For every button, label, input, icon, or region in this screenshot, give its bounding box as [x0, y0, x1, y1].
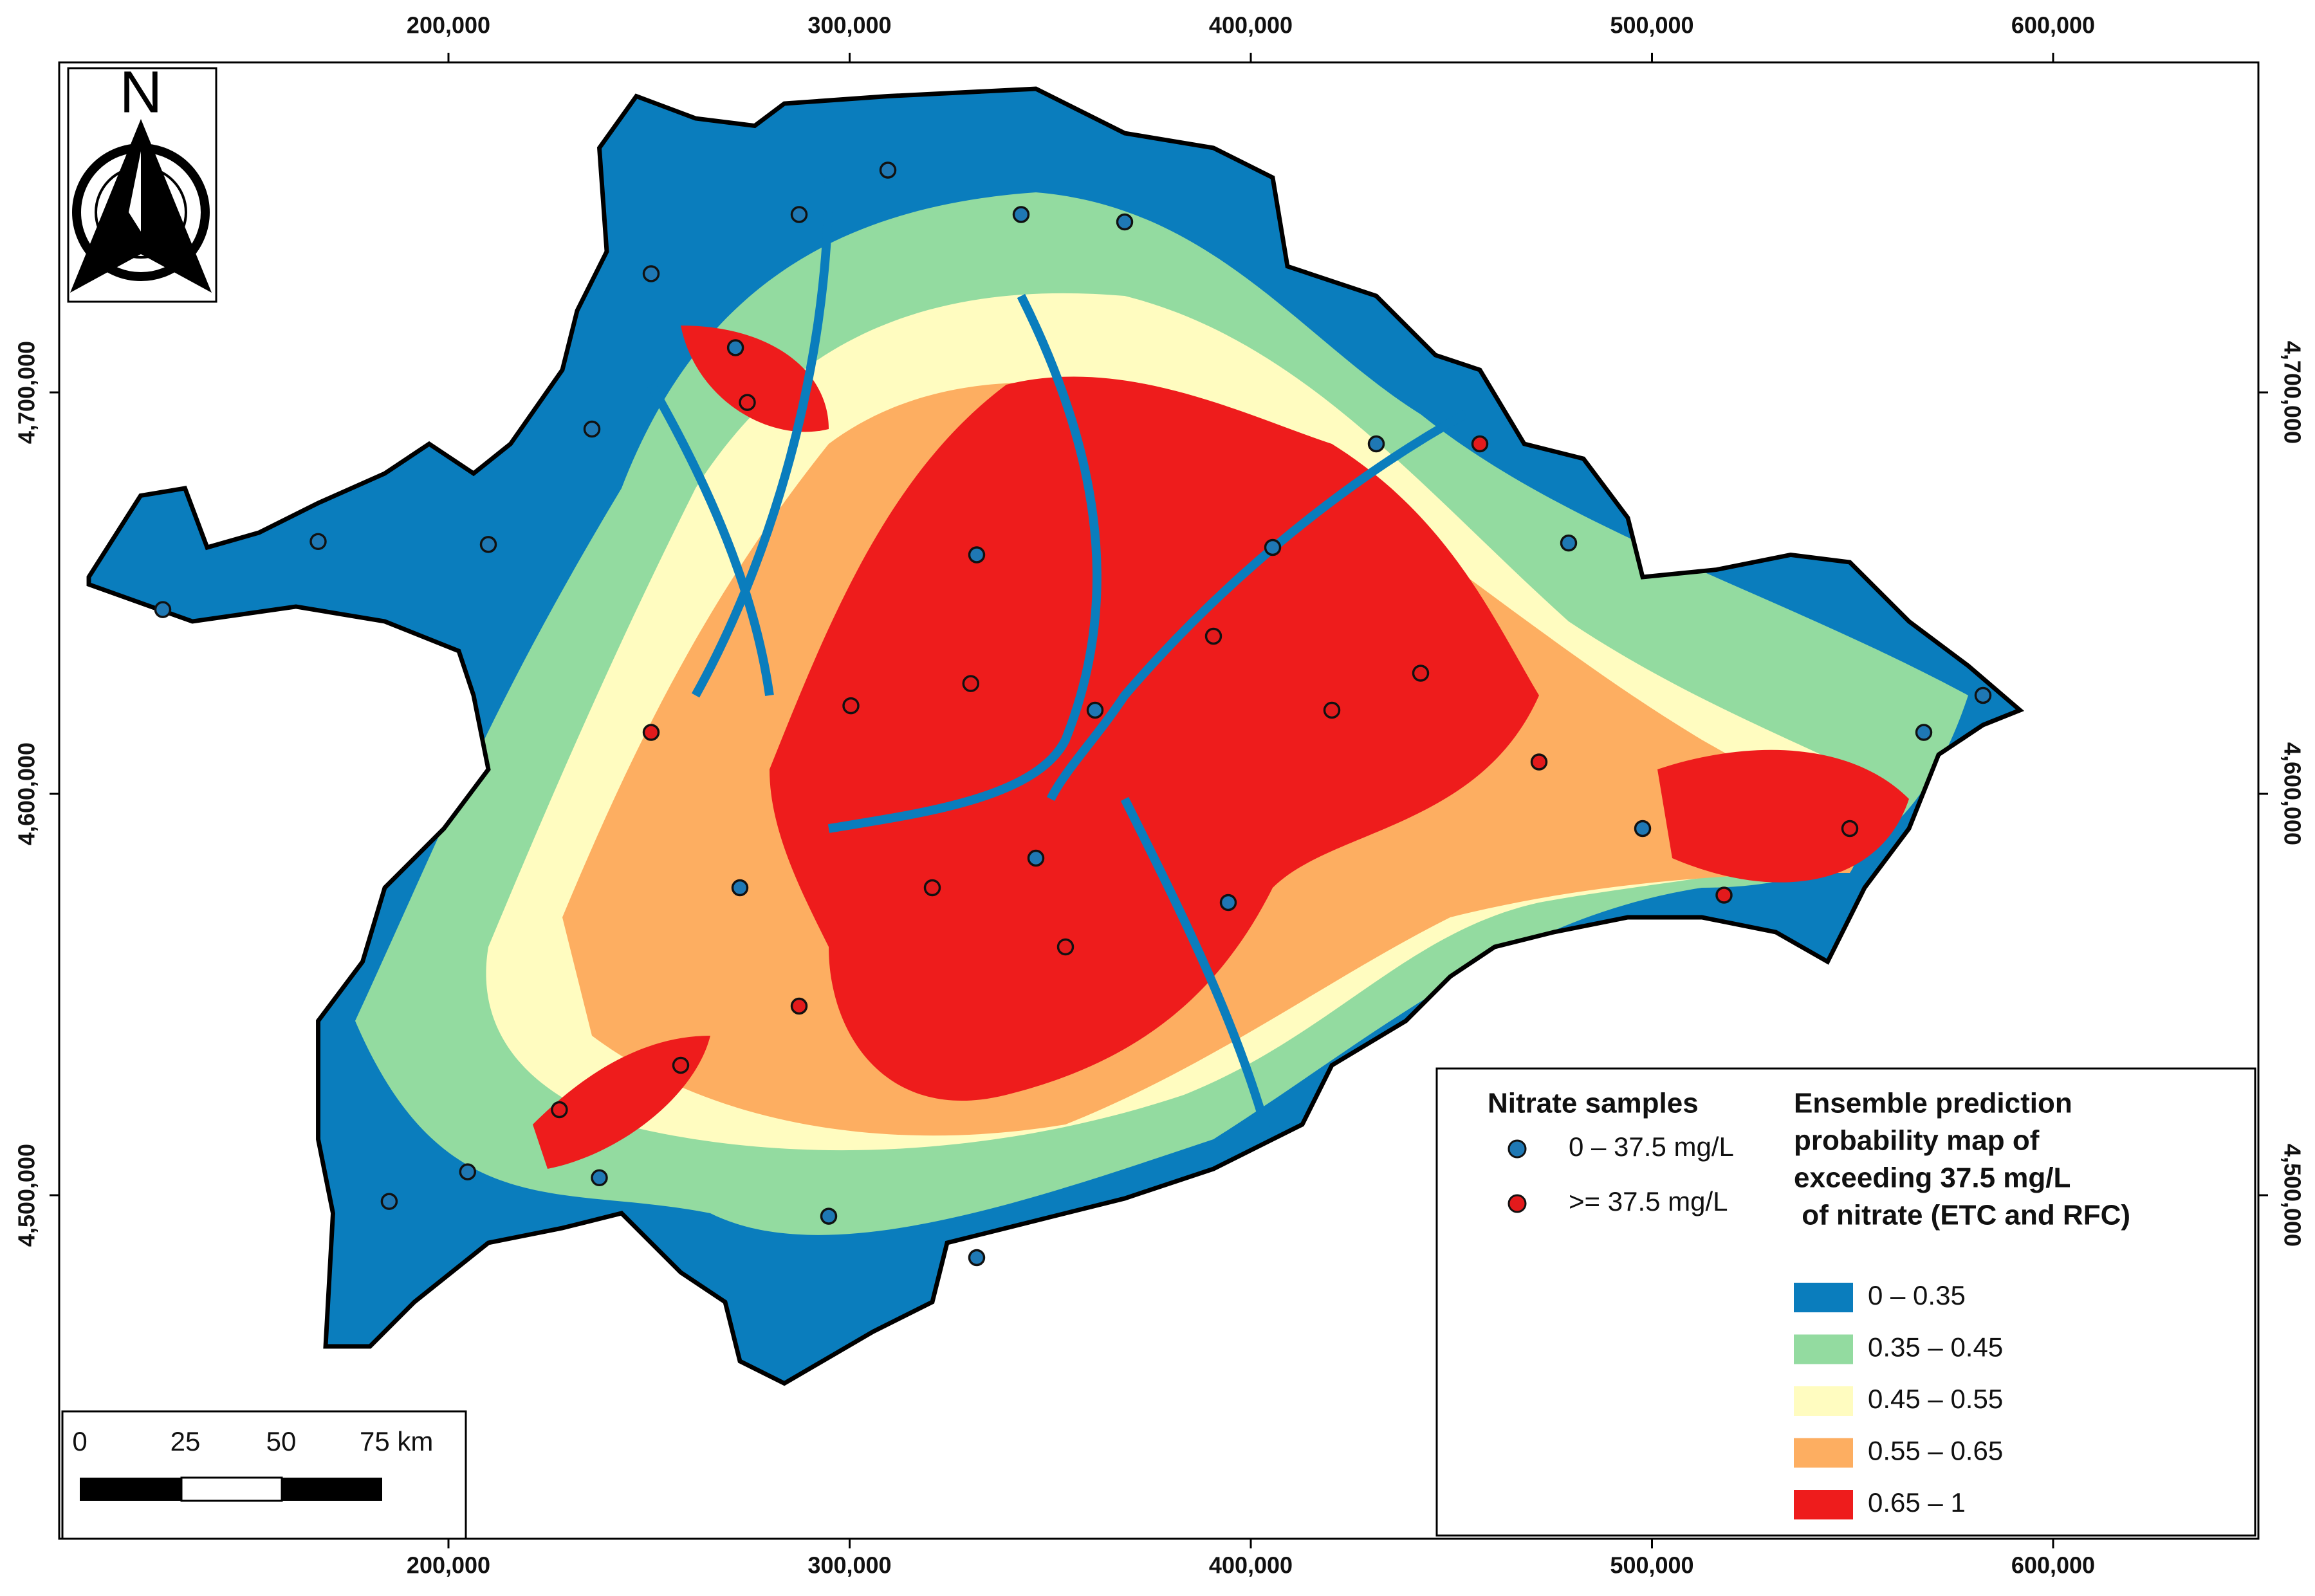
legend-class-label: 0 – 0.35 [1868, 1280, 1966, 1310]
legend-sample-label: >= 37.5 mg/L [1569, 1186, 1728, 1216]
x-tick-label: 400,000 [1209, 1552, 1293, 1579]
legend-class-label: 0.45 – 0.55 [1868, 1384, 2003, 1414]
legend-title-line: probability map of [1794, 1125, 2040, 1157]
x-tick-label: 200,000 [407, 12, 490, 39]
coordinate-ticks: 200,000 200,000 300,000 300,000 400,000 400,0… [14, 12, 2306, 1579]
y-tick-label: 4,600,000 [2279, 742, 2305, 845]
y-tick-label: 4,500,000 [2279, 1144, 2305, 1247]
north-label: N [120, 59, 162, 125]
legend-title-line: exceeding 37.5 mg/L [1794, 1162, 2071, 1194]
x-tick-label: 400,000 [1209, 12, 1293, 39]
legend-class-label: 0.55 – 0.65 [1868, 1436, 2003, 1466]
legend-swatch [1794, 1283, 1853, 1312]
scale-label: 75 km [360, 1426, 433, 1456]
x-tick-label: 500,000 [1610, 12, 1693, 39]
legend-swatch [1794, 1334, 1853, 1364]
legend-sample-marker [1508, 1194, 1527, 1213]
scale-label: 50 [266, 1426, 297, 1456]
legend-title-line: Ensemble prediction [1794, 1088, 2072, 1119]
x-tick-label: 300,000 [807, 12, 891, 39]
legend: Nitrate samples 0 – 37.5 mg/L >= 37.5 mg/… [1435, 1067, 2256, 1537]
y-tick-label: 4,500,000 [14, 1144, 40, 1247]
y-tick-label: 4,700,000 [14, 341, 40, 444]
scale-label: 25 [171, 1426, 201, 1456]
scale-label: 0 [72, 1426, 87, 1456]
y-tick-label: 4,600,000 [14, 742, 40, 845]
legend-swatch [1794, 1386, 1853, 1416]
samples-title: Nitrate samples [1488, 1088, 1699, 1119]
x-tick-label: 200,000 [407, 1552, 490, 1579]
legend-class-label: 0.35 – 0.45 [1868, 1332, 2003, 1362]
legend-swatch [1794, 1438, 1853, 1468]
x-tick-label: 500,000 [1610, 1552, 1693, 1579]
x-tick-label: 600,000 [2011, 12, 2095, 39]
legend-sample-label: 0 – 37.5 mg/L [1569, 1132, 1734, 1162]
north-arrow: N [67, 59, 217, 303]
legend-swatch [1794, 1490, 1853, 1519]
x-tick-label: 300,000 [807, 1552, 891, 1579]
x-tick-label: 600,000 [2011, 1552, 2095, 1579]
scale-bar: 0 25 50 75 km [61, 1410, 467, 1540]
map-frame [58, 61, 2260, 1540]
y-tick-label: 4,700,000 [2279, 341, 2305, 444]
legend-title-line: of nitrate (ETC and RFC) [1794, 1200, 2130, 1231]
legend-class-label: 0.65 – 1 [1868, 1487, 1966, 1518]
legend-sample-marker [1508, 1139, 1527, 1159]
